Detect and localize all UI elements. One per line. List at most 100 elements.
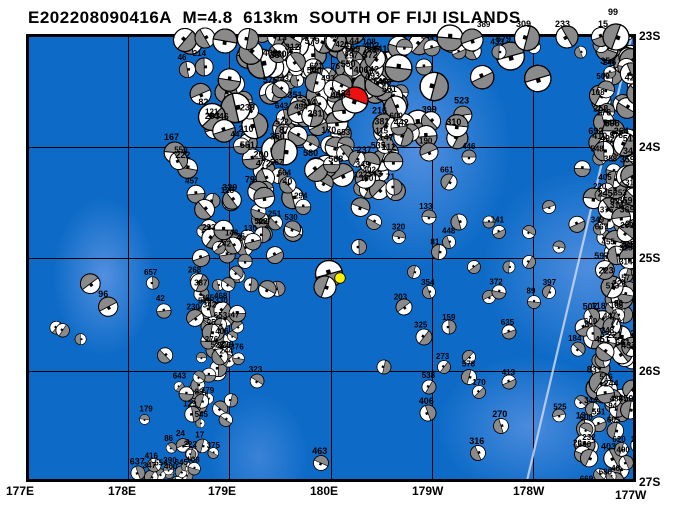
svg-text:463: 463	[312, 446, 327, 456]
svg-text:329: 329	[222, 183, 237, 193]
svg-text:8: 8	[585, 319, 590, 329]
svg-text:387: 387	[194, 278, 208, 287]
svg-text:181: 181	[631, 256, 636, 265]
svg-text:22: 22	[631, 329, 637, 338]
svg-text:677: 677	[633, 250, 636, 260]
svg-text:184: 184	[568, 334, 582, 343]
svg-text:323: 323	[249, 365, 263, 374]
svg-text:455: 455	[602, 238, 616, 247]
svg-text:237: 237	[357, 145, 372, 155]
svg-text:375: 375	[207, 441, 221, 450]
svg-text:413: 413	[502, 368, 516, 377]
svg-text:216: 216	[372, 105, 387, 115]
svg-text:233: 233	[555, 19, 570, 29]
svg-text:434: 434	[336, 89, 351, 99]
svg-text:223: 223	[202, 223, 216, 232]
svg-text:595: 595	[605, 119, 620, 129]
svg-text:513: 513	[606, 281, 620, 290]
svg-text:605: 605	[607, 415, 621, 424]
svg-text:232: 232	[582, 433, 596, 442]
svg-text:446: 446	[214, 112, 229, 122]
svg-text:692: 692	[588, 126, 603, 136]
svg-text:130: 130	[244, 224, 258, 233]
svg-text:522: 522	[276, 118, 290, 127]
svg-text:273: 273	[436, 352, 450, 361]
svg-text:223: 223	[599, 266, 614, 276]
svg-text:448: 448	[442, 227, 456, 236]
svg-text:17: 17	[195, 430, 204, 439]
svg-text:248: 248	[601, 326, 615, 335]
svg-text:635: 635	[501, 318, 515, 327]
svg-text:551: 551	[240, 140, 255, 150]
svg-text:450: 450	[618, 393, 633, 403]
svg-text:159: 159	[442, 313, 456, 322]
svg-text:71: 71	[386, 172, 395, 181]
svg-text:381: 381	[374, 116, 389, 126]
svg-text:344: 344	[584, 396, 598, 405]
svg-text:343: 343	[623, 146, 636, 156]
svg-text:548: 548	[590, 145, 604, 154]
svg-text:561: 561	[382, 84, 397, 94]
svg-text:347: 347	[143, 461, 157, 470]
svg-text:422: 422	[625, 72, 636, 82]
svg-text:551: 551	[592, 407, 606, 416]
svg-text:493: 493	[365, 71, 380, 81]
svg-text:108: 108	[186, 456, 200, 465]
svg-text:600: 600	[390, 112, 404, 121]
svg-text:268: 268	[188, 265, 202, 274]
svg-text:122: 122	[631, 435, 636, 444]
svg-text:578: 578	[462, 359, 476, 368]
svg-text:220: 220	[593, 182, 607, 191]
svg-text:664: 664	[278, 168, 292, 177]
svg-text:325: 325	[619, 243, 633, 252]
svg-text:325: 325	[414, 321, 428, 330]
svg-text:358: 358	[604, 154, 618, 163]
svg-text:40: 40	[611, 464, 620, 473]
svg-text:312: 312	[625, 179, 636, 188]
svg-text:15: 15	[598, 19, 608, 29]
svg-text:669: 669	[580, 475, 594, 482]
svg-text:244: 244	[604, 378, 619, 388]
svg-text:24: 24	[176, 429, 185, 438]
svg-text:354: 354	[421, 278, 435, 287]
svg-text:294: 294	[294, 192, 308, 201]
svg-text:76: 76	[331, 62, 340, 71]
svg-text:643: 643	[173, 372, 187, 381]
svg-text:406: 406	[419, 396, 434, 406]
svg-text:2: 2	[625, 219, 630, 229]
svg-text:83: 83	[587, 365, 597, 375]
svg-text:133: 133	[419, 202, 433, 211]
svg-text:661: 661	[615, 338, 630, 348]
svg-text:576: 576	[263, 75, 278, 85]
svg-text:231: 231	[308, 109, 323, 119]
svg-text:472: 472	[256, 158, 271, 168]
svg-text:108: 108	[591, 88, 605, 97]
svg-text:369: 369	[620, 204, 635, 214]
svg-text:530: 530	[284, 213, 298, 222]
svg-text:190: 190	[360, 174, 374, 183]
svg-text:99: 99	[608, 7, 618, 17]
svg-text:13: 13	[576, 410, 586, 420]
svg-text:167: 167	[164, 132, 179, 142]
svg-text:509: 509	[596, 72, 610, 81]
svg-text:580: 580	[303, 148, 318, 158]
svg-text:82: 82	[198, 97, 208, 107]
svg-text:42: 42	[156, 294, 165, 303]
svg-text:389: 389	[477, 20, 491, 29]
svg-text:545: 545	[195, 410, 209, 419]
svg-text:81: 81	[430, 238, 439, 247]
svg-text:210: 210	[239, 124, 254, 134]
svg-text:242: 242	[218, 239, 232, 248]
svg-text:400: 400	[617, 445, 631, 454]
svg-text:597: 597	[594, 251, 609, 261]
svg-text:372: 372	[489, 277, 503, 286]
svg-text:203: 203	[394, 293, 408, 302]
svg-text:661: 661	[440, 166, 454, 175]
svg-text:310: 310	[446, 117, 461, 127]
svg-text:577: 577	[621, 274, 635, 283]
svg-text:365: 365	[201, 293, 215, 302]
svg-text:239: 239	[240, 103, 255, 113]
svg-text:86: 86	[164, 434, 173, 443]
svg-text:170: 170	[472, 378, 486, 387]
svg-text:129: 129	[183, 400, 197, 409]
